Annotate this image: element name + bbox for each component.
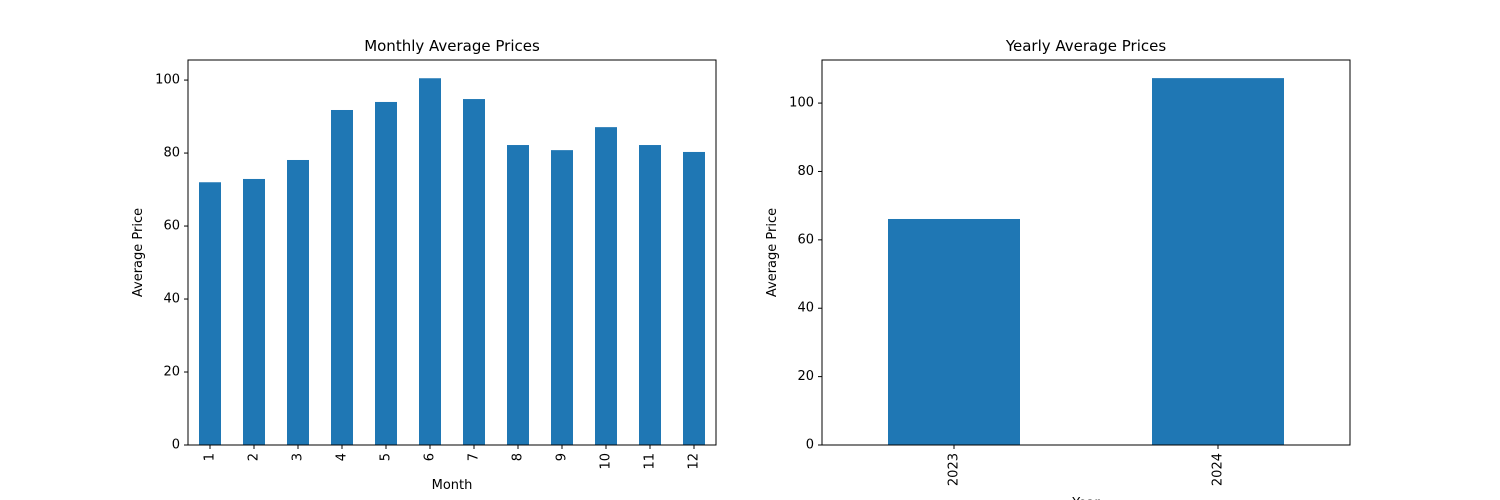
bar xyxy=(243,178,265,445)
x-tick-label: 3 xyxy=(291,453,306,461)
y-axis-label: Average Price xyxy=(131,208,146,297)
bar xyxy=(463,99,485,445)
y-tick-label: 60 xyxy=(163,219,180,234)
y-tick-label: 40 xyxy=(163,292,180,307)
x-tick-label: 8 xyxy=(511,453,526,461)
bar xyxy=(419,78,441,445)
bar xyxy=(375,101,397,445)
x-tick-label: 2024 xyxy=(1211,453,1226,486)
chart-title: Yearly Average Prices xyxy=(1005,37,1167,55)
bar xyxy=(199,182,221,445)
bar xyxy=(639,145,661,445)
y-tick-label: 20 xyxy=(163,365,180,380)
y-tick-label: 0 xyxy=(172,438,180,453)
bar xyxy=(1152,78,1284,445)
x-axis-label: Month xyxy=(432,478,473,493)
x-tick-label: 7 xyxy=(467,453,482,461)
y-tick-label: 0 xyxy=(806,438,814,453)
bar xyxy=(595,127,617,446)
bar xyxy=(331,109,353,445)
x-axis-label: Year xyxy=(1071,496,1100,500)
x-tick-label: 9 xyxy=(555,453,570,461)
bar xyxy=(507,145,529,445)
bar xyxy=(551,150,573,445)
x-tick-label: 12 xyxy=(687,453,702,470)
y-axis-label: Average Price xyxy=(765,208,780,297)
axes-frame xyxy=(821,59,1351,446)
bar xyxy=(683,151,705,445)
x-tick-label: 4 xyxy=(335,453,350,461)
x-tick-label: 11 xyxy=(643,453,658,470)
x-tick-label: 1 xyxy=(203,453,218,461)
y-tick-label: 80 xyxy=(797,164,814,179)
chart-title: Monthly Average Prices xyxy=(364,37,540,55)
y-tick-label: 100 xyxy=(155,73,180,88)
y-tick-label: 60 xyxy=(797,232,814,247)
y-tick-label: 20 xyxy=(797,369,814,384)
x-tick-label: 6 xyxy=(423,453,438,461)
x-tick-label: 2023 xyxy=(947,453,962,486)
x-tick-label: 5 xyxy=(379,453,394,461)
x-tick-label: 10 xyxy=(599,453,614,470)
bar xyxy=(888,218,1020,445)
x-tick-label: 2 xyxy=(247,453,262,461)
y-tick-label: 100 xyxy=(789,96,814,111)
y-tick-label: 40 xyxy=(797,301,814,316)
y-tick-label: 80 xyxy=(163,146,180,161)
axes-frame xyxy=(187,59,717,446)
bar xyxy=(287,159,309,445)
